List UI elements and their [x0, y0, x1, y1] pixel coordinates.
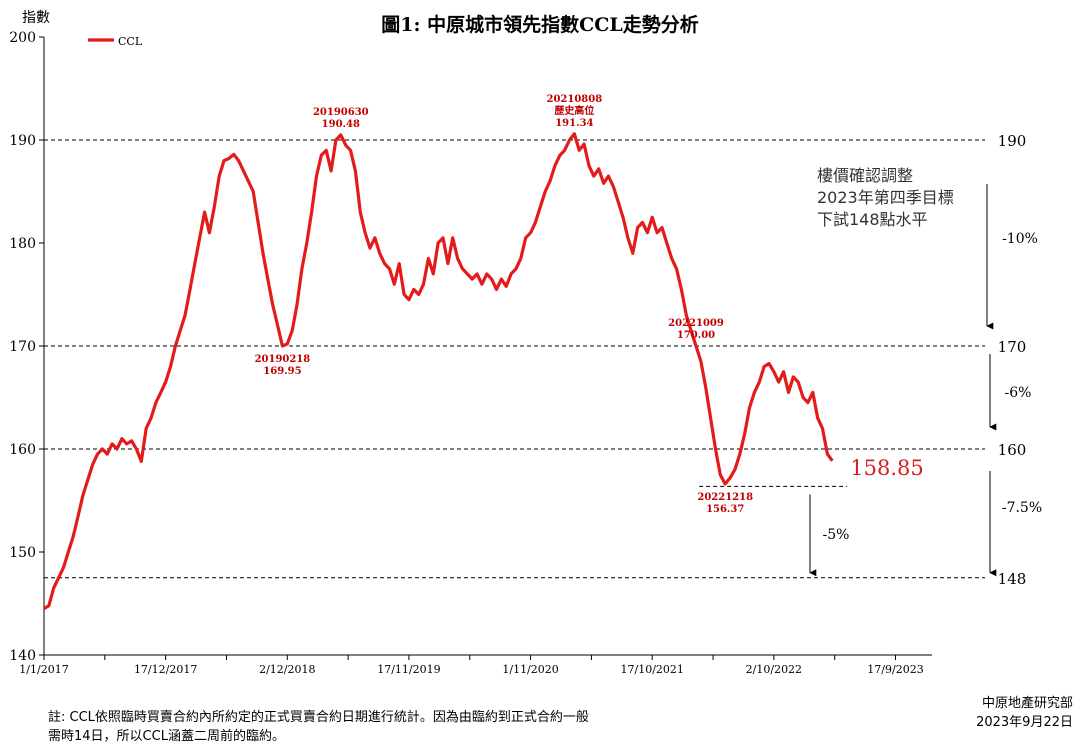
point-annotation: 20221009 — [668, 318, 724, 329]
source-org: 中原地產研究部 — [981, 696, 1073, 711]
x-tick-label: 17/11/2019 — [377, 663, 440, 676]
reference-level-label: 160 — [998, 441, 1027, 459]
forecast-note-line: 樓價確認調整 — [817, 166, 913, 185]
y-tick-label: 190 — [9, 133, 36, 149]
x-tick-label: 2/12/2018 — [259, 663, 315, 676]
point-annotation: 20210808 — [547, 94, 603, 105]
x-tick-label: 17/12/2017 — [134, 663, 197, 676]
percent-change-label: -5% — [823, 527, 850, 543]
last-value-label: 158.85 — [850, 456, 923, 480]
point-annotation: 20221218 — [697, 492, 753, 503]
point-annotation: 156.37 — [706, 504, 744, 515]
point-annotation: 191.34 — [555, 118, 593, 129]
footnote-line-1: 註: CCL依照臨時買賣合約內所約定的正式買賣合約日期進行統計。因為由臨約到正式… — [48, 710, 589, 725]
x-tick-label: 1/1/2017 — [19, 663, 68, 676]
forecast-note-line: 下試148點水平 — [817, 210, 928, 229]
point-annotation: 20190630 — [313, 107, 369, 118]
reference-level-label: 148 — [998, 570, 1027, 588]
reference-level-label: 170 — [998, 338, 1027, 356]
y-tick-label: 170 — [9, 339, 36, 355]
point-annotation: 20190218 — [255, 354, 311, 365]
y-tick-label: 140 — [9, 648, 36, 664]
y-axis-label: 指數 — [22, 10, 50, 26]
y-tick-label: 200 — [9, 30, 36, 46]
legend-label: CCL — [118, 35, 143, 48]
point-annotation: 190.48 — [322, 119, 360, 130]
footnote-line-2: 需時14日，所以CCL涵蓋二周前的臨約。 — [48, 729, 285, 744]
chart-title: 圖1: 中原城市領先指數CCL走勢分析 — [381, 13, 698, 36]
percent-change-label: -10% — [1002, 231, 1038, 247]
point-annotation: 170.00 — [677, 330, 715, 341]
percent-change-label: -7.5% — [1002, 500, 1042, 516]
percent-change-label: -6% — [1005, 385, 1032, 401]
y-tick-label: 180 — [9, 236, 36, 252]
source-date: 2023年9月22日 — [976, 715, 1073, 730]
x-tick-label: 17/9/2023 — [867, 663, 923, 676]
x-tick-label: 2/10/2022 — [746, 663, 802, 676]
footnote: 註: CCL依照臨時買賣合約內所約定的正式買賣合約日期進行統計。因為由臨約到正式… — [48, 708, 589, 746]
point-annotation: 歷史高位 — [554, 104, 594, 117]
forecast-note-line: 2023年第四季目標 — [817, 188, 954, 207]
reference-level-label: 190 — [998, 132, 1027, 150]
x-tick-label: 17/10/2021 — [621, 663, 684, 676]
y-tick-label: 160 — [9, 442, 36, 458]
point-annotation: 169.95 — [263, 366, 301, 377]
y-tick-label: 150 — [9, 545, 36, 561]
ccl-series-line — [43, 132, 834, 610]
source-block: 中原地產研究部 2023年9月22日 — [976, 694, 1073, 732]
x-tick-label: 1/11/2020 — [502, 663, 558, 676]
